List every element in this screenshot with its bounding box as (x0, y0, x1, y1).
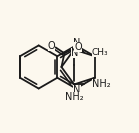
Text: N: N (73, 86, 81, 95)
Text: NH₂: NH₂ (92, 79, 110, 89)
Text: CH₃: CH₃ (92, 48, 108, 57)
Text: N: N (73, 38, 81, 49)
Text: N: N (71, 47, 79, 57)
Text: NH₂: NH₂ (65, 92, 83, 102)
Text: O: O (48, 41, 55, 51)
Text: O: O (74, 42, 82, 52)
